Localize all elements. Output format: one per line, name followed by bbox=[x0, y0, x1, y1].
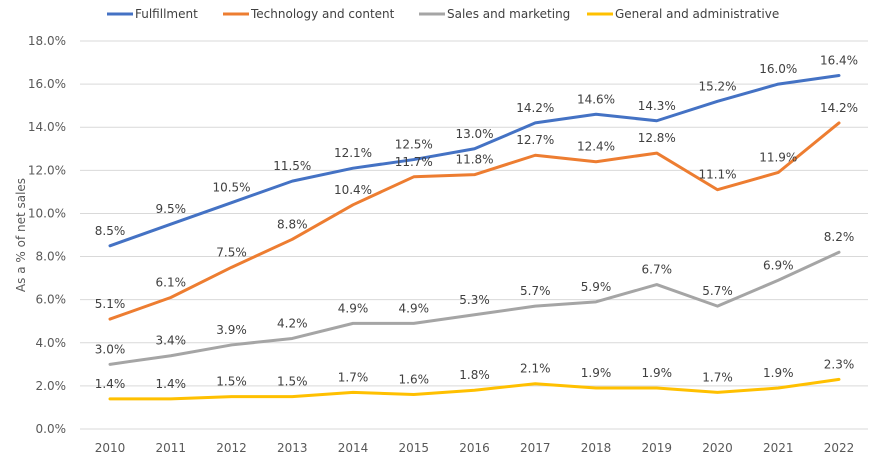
y-tick-label: 18.0% bbox=[28, 34, 66, 48]
data-label: 1.5% bbox=[216, 375, 247, 389]
data-label: 3.9% bbox=[216, 323, 247, 337]
data-label: 1.4% bbox=[95, 377, 126, 391]
y-tick-label: 2.0% bbox=[36, 379, 67, 393]
data-label: 2.3% bbox=[824, 357, 855, 371]
series-line-fulfillment bbox=[108, 73, 841, 248]
data-label: 10.4% bbox=[334, 183, 372, 197]
data-label: 6.7% bbox=[642, 263, 673, 277]
data-label: 11.5% bbox=[273, 159, 311, 173]
data-label: 9.5% bbox=[156, 202, 187, 216]
x-tick-label: 2019 bbox=[641, 441, 672, 455]
data-label: 13.0% bbox=[455, 127, 493, 141]
y-tick-label: 6.0% bbox=[36, 293, 67, 307]
data-label: 4.9% bbox=[399, 301, 430, 315]
gridlines bbox=[80, 40, 868, 430]
data-label: 7.5% bbox=[216, 245, 247, 259]
data-label: 12.4% bbox=[577, 140, 615, 154]
data-label: 12.8% bbox=[638, 131, 676, 145]
series-line-sales-and-marketing bbox=[108, 250, 841, 366]
data-label: 4.9% bbox=[338, 301, 369, 315]
data-label: 1.9% bbox=[642, 366, 673, 380]
data-label: 11.1% bbox=[698, 168, 736, 182]
data-label: 12.1% bbox=[334, 146, 372, 160]
data-label: 1.6% bbox=[399, 373, 430, 387]
data-label: 16.4% bbox=[820, 53, 858, 67]
data-label: 3.4% bbox=[156, 334, 187, 348]
y-tick-label: 4.0% bbox=[36, 336, 67, 350]
data-label: 5.1% bbox=[95, 297, 126, 311]
x-tick-label: 2013 bbox=[277, 441, 308, 455]
data-label: 11.7% bbox=[395, 155, 433, 169]
series-line-general-and-administrative bbox=[108, 377, 841, 401]
x-tick-label: 2012 bbox=[216, 441, 247, 455]
data-label: 1.7% bbox=[702, 370, 733, 384]
data-labels: 8.5% 9.5% 10.5% 11.5% 12.1% 12.5% 13.0% 14.2% 14… bbox=[95, 53, 858, 390]
y-tick-label: 14.0% bbox=[28, 120, 66, 134]
data-label: 1.5% bbox=[277, 375, 308, 389]
x-tick-label: 2016 bbox=[459, 441, 490, 455]
legend-item: General and administrative bbox=[587, 7, 779, 21]
x-tick-label: 2014 bbox=[338, 441, 369, 455]
data-label: 10.5% bbox=[212, 181, 250, 195]
data-label: 5.7% bbox=[702, 284, 733, 298]
y-tick-label: 8.0% bbox=[36, 250, 67, 264]
data-label: 6.1% bbox=[156, 276, 187, 290]
data-label: 15.2% bbox=[698, 79, 736, 93]
data-label: 3.0% bbox=[95, 342, 126, 356]
data-label: 14.2% bbox=[516, 101, 554, 115]
x-tick-label: 2021 bbox=[763, 441, 794, 455]
data-label: 8.8% bbox=[277, 217, 308, 231]
data-label: 6.9% bbox=[763, 258, 794, 272]
x-tick-label: 2010 bbox=[95, 441, 126, 455]
data-label: 16.0% bbox=[759, 62, 797, 76]
x-tick-label: 2011 bbox=[155, 441, 186, 455]
data-label: 1.9% bbox=[581, 366, 612, 380]
data-label: 12.5% bbox=[395, 138, 433, 152]
x-tick-label: 2015 bbox=[398, 441, 429, 455]
legend-label: Technology and content bbox=[250, 7, 395, 21]
data-label: 14.6% bbox=[577, 92, 615, 106]
x-tick-label: 2022 bbox=[824, 441, 855, 455]
series-line-technology-and-content bbox=[108, 121, 841, 321]
legend-label: Sales and marketing bbox=[447, 7, 570, 21]
data-label: 2.1% bbox=[520, 362, 551, 376]
data-label: 5.9% bbox=[581, 280, 612, 294]
y-tick-label: 0.0% bbox=[36, 422, 67, 436]
data-label: 14.2% bbox=[820, 101, 858, 115]
data-label: 1.4% bbox=[156, 377, 187, 391]
data-label: 5.7% bbox=[520, 284, 551, 298]
legend-item: Sales and marketing bbox=[419, 7, 570, 21]
legend-label: General and administrative bbox=[615, 7, 779, 21]
legend-item: Fulfillment bbox=[107, 7, 198, 21]
data-label: 5.3% bbox=[459, 293, 490, 307]
legend-label: Fulfillment bbox=[135, 7, 198, 21]
y-axis-title: As a % of net sales bbox=[14, 178, 28, 292]
legend-item: Technology and content bbox=[223, 7, 395, 21]
y-tick-label: 16.0% bbox=[28, 77, 66, 91]
data-label: 8.5% bbox=[95, 224, 126, 238]
data-label: 4.2% bbox=[277, 316, 308, 330]
data-label: 1.8% bbox=[459, 368, 490, 382]
data-label: 11.8% bbox=[455, 153, 493, 167]
x-tick-label: 2020 bbox=[702, 441, 733, 455]
y-tick-label: 10.0% bbox=[28, 206, 66, 220]
data-label: 12.7% bbox=[516, 133, 554, 147]
data-label: 1.9% bbox=[763, 366, 794, 380]
y-axis-ticks: 0.0% 2.0% 4.0% 6.0% 8.0% 10.0% 12.0% 14.0% 16.0%… bbox=[28, 34, 66, 436]
data-label: 8.2% bbox=[824, 230, 855, 244]
data-label: 11.9% bbox=[759, 150, 797, 164]
x-tick-label: 2018 bbox=[581, 441, 612, 455]
y-tick-label: 12.0% bbox=[28, 163, 66, 177]
x-axis-ticks: 2010 2011 2012 2013 2014 2015 2016 2017 2018 2019… bbox=[95, 441, 855, 455]
series-lines bbox=[108, 73, 841, 401]
data-label: 14.3% bbox=[638, 99, 676, 113]
data-label: 1.7% bbox=[338, 370, 369, 384]
x-tick-label: 2017 bbox=[520, 441, 551, 455]
legend: Fulfillment Technology and content Sales a… bbox=[107, 7, 779, 21]
